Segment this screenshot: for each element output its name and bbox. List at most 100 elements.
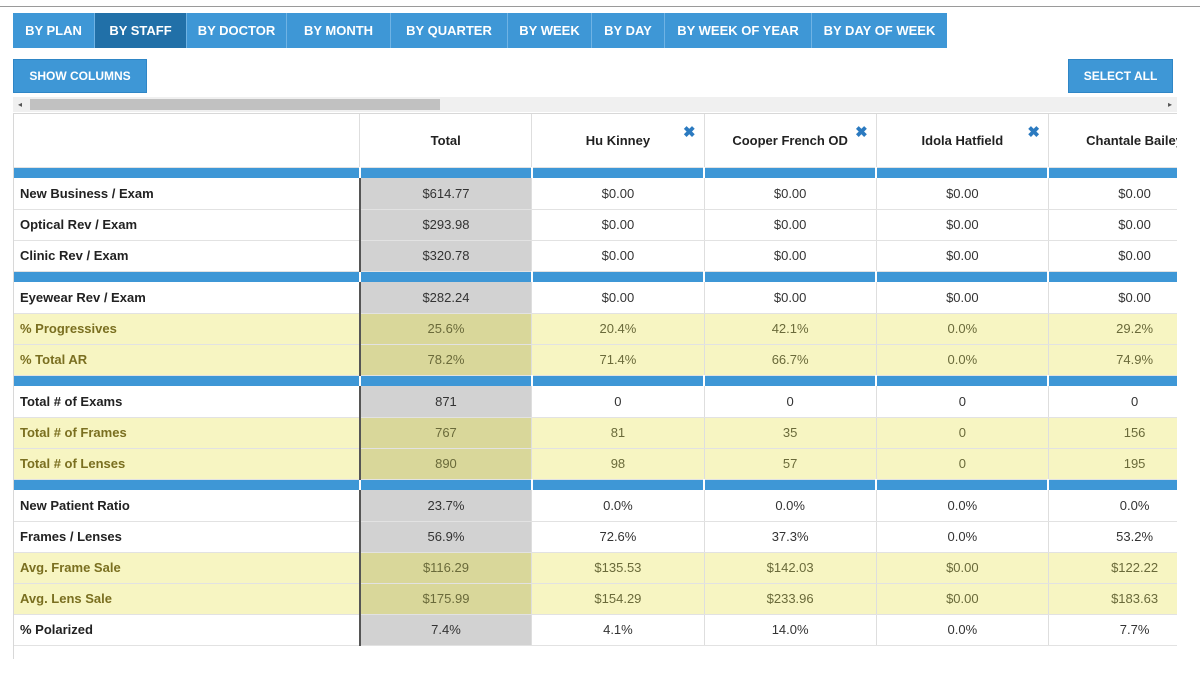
staff-value-cell: $0.00 (531, 282, 705, 314)
staff-name: Cooper French OD (732, 132, 848, 148)
total-column-header: Total (359, 114, 533, 168)
tab-by-quarter[interactable]: BY QUARTER (391, 13, 508, 48)
staff-column-header: Cooper French OD ✖ (704, 114, 877, 168)
group-separator (14, 271, 1177, 282)
row-label: New Business / Exam (14, 178, 361, 210)
horizontal-scrollbar[interactable]: ◂ ▸ (13, 97, 1177, 112)
staff-name: Chantale Bailey (1086, 132, 1177, 148)
separator-cell (1048, 479, 1177, 490)
table-row: New Patient Ratio23.7%0.0%0.0%0.0%0.0%0.… (14, 490, 1177, 522)
scroll-right-icon[interactable]: ▸ (1167, 100, 1172, 109)
staff-value-cell: $0.00 (704, 240, 877, 272)
separator-cell (531, 167, 706, 178)
table-row: Total # of Lenses890985701951 (14, 448, 1177, 480)
staff-value-cell: $0.00 (704, 178, 877, 210)
tab-by-plan[interactable]: BY PLAN (13, 13, 95, 48)
remove-column-icon[interactable]: ✖ (1027, 124, 1040, 141)
scrollbar-thumb[interactable] (30, 99, 440, 110)
staff-value-cell: 0.0% (704, 490, 877, 522)
total-cell: $116.29 (358, 552, 533, 584)
tab-by-week[interactable]: BY WEEK (508, 13, 592, 48)
row-label: Total # of Frames (14, 417, 361, 449)
staff-value-cell: $183.63 (1048, 583, 1177, 615)
table-row: Avg. Frame Sale $116.29 $135.53 $142.03 $0.0… (14, 552, 1177, 584)
staff-value-cell: 195 (1048, 448, 1177, 480)
staff-value-cell: 81 (531, 417, 705, 449)
row-label: Frames / Lenses (14, 521, 361, 553)
tab-by-doctor[interactable]: BY DOCTOR (187, 13, 287, 48)
scroll-left-icon[interactable]: ◂ (17, 100, 22, 109)
group-separator (14, 167, 1177, 178)
separator-cell (1048, 375, 1177, 386)
total-cell: $293.98 (358, 209, 533, 241)
separator-cell (704, 167, 878, 178)
staff-report-grid: Total Hu Kinney ✖ Cooper French OD ✖ Idola H… (13, 113, 1177, 659)
remove-column-icon[interactable]: ✖ (682, 124, 696, 141)
staff-value-cell: 0 (876, 386, 1049, 418)
group-separator (14, 375, 1177, 386)
select-all-button[interactable]: SELECT ALL (1068, 59, 1173, 93)
row-label: Total # of Lenses (14, 448, 361, 480)
staff-value-cell: $0.00 (876, 583, 1049, 615)
staff-name: Idola Hatfield (921, 132, 1004, 148)
row-label: New Patient Ratio (14, 490, 361, 522)
staff-value-cell: 0 (531, 386, 705, 418)
table-row: Total # of Exams87100000 (14, 386, 1177, 418)
row-label: Optical Rev / Exam (14, 209, 361, 241)
staff-value-cell: 0.0% (876, 344, 1049, 376)
staff-value-cell: 66.7% (704, 344, 877, 376)
table-row: Total # of Frames767813501560 (14, 417, 1177, 449)
staff-value-cell: $0.00 (704, 209, 877, 241)
staff-value-cell: 0 (704, 386, 877, 418)
tab-by-day-of-week[interactable]: BY DAY OF WEEK (823, 23, 936, 38)
row-label: Clinic Rev / Exam (14, 240, 361, 272)
staff-value-cell: $0.00 (531, 240, 705, 272)
tab-by-staff[interactable]: BY STAFF (95, 13, 187, 48)
staff-value-cell: 0 (1048, 386, 1177, 418)
staff-value-cell: $154.29 (531, 583, 705, 615)
separator-cell (358, 375, 533, 386)
tab-by-week-of-year[interactable]: BY WEEK OF YEAR (665, 13, 812, 48)
separator-cell (876, 271, 1050, 282)
row-label: % Progressives (14, 313, 361, 345)
staff-value-cell: $0.00 (876, 209, 1049, 241)
staff-value-cell: 71.4% (531, 344, 705, 376)
separator-cell (14, 479, 361, 490)
total-cell: 890 (358, 448, 533, 480)
staff-value-cell: 74.9% (1048, 344, 1177, 376)
staff-name: Hu Kinney (585, 132, 651, 148)
remove-column-icon[interactable]: ✖ (855, 124, 868, 141)
show-columns-button[interactable]: SHOW COLUMNS (13, 59, 147, 93)
staff-value-cell: 20.4% (531, 313, 705, 345)
row-label: % Total AR (14, 344, 361, 376)
separator-cell (704, 479, 878, 490)
total-cell: 78.2% (358, 344, 533, 376)
separator-cell (531, 479, 706, 490)
staff-value-cell: 53.2% (1048, 521, 1177, 553)
separator-cell (14, 271, 361, 282)
staff-column-header: Hu Kinney ✖ (531, 114, 705, 168)
table-row: New Business / Exam $614.77 $0.00 $0.00 $0.0… (14, 178, 1177, 210)
staff-value-cell: $122.22 (1048, 552, 1177, 584)
table-row: Avg. Lens Sale $175.99 $154.29 $233.96 $0.00… (14, 583, 1177, 615)
tab-by-month[interactable]: BY MONTH (287, 13, 391, 48)
staff-value-cell: $0.00 (704, 282, 877, 314)
tab-by-day[interactable]: BY DAY (592, 13, 665, 48)
separator-cell (14, 167, 361, 178)
separator-cell (876, 167, 1050, 178)
staff-value-cell: 35 (704, 417, 877, 449)
row-label: Avg. Frame Sale (14, 552, 361, 584)
group-separator (14, 479, 1177, 490)
staff-column-header: Chantale Bailey✖ (1048, 114, 1177, 168)
table-row: Clinic Rev / Exam $320.78 $0.00 $0.00 $0.00 $… (14, 240, 1177, 272)
staff-value-cell: $0.00 (876, 178, 1049, 210)
staff-value-cell: $0.00 (876, 282, 1049, 314)
staff-value-cell: $0.00 (876, 240, 1049, 272)
row-label-header (14, 114, 361, 168)
staff-value-cell: $0.00 (1048, 282, 1177, 314)
staff-value-cell: 72.6% (531, 521, 705, 553)
staff-value-cell: 0.0% (876, 313, 1049, 345)
staff-value-cell: 98 (531, 448, 705, 480)
